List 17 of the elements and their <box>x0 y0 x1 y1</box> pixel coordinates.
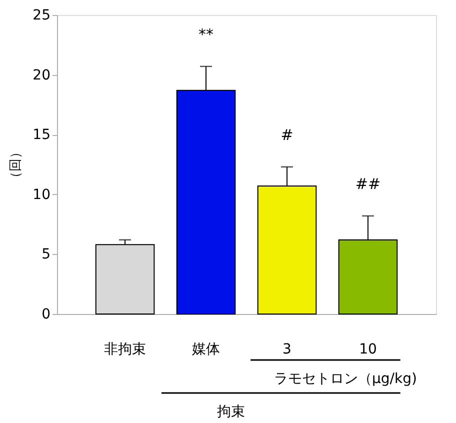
x-tick-label: 媒体 <box>192 342 220 358</box>
y-tick-label: 20 <box>32 67 50 84</box>
y-axis-title: （回） <box>8 146 24 184</box>
annotation: # <box>280 126 294 144</box>
y-tick-label: 5 <box>42 246 50 263</box>
y-tick-label: 0 <box>42 306 50 322</box>
y-tick-label: 15 <box>32 127 50 144</box>
x-tick-label: 10 <box>359 342 377 358</box>
x-tick-label: 3 <box>282 342 292 358</box>
text: 拘束 <box>216 404 245 420</box>
annotation: ** <box>198 25 214 44</box>
annotation: ## <box>355 174 381 193</box>
text: ラモセトロン（μg/kg) <box>274 371 417 387</box>
bar <box>95 244 155 314</box>
x-tick-label: 非拘束 <box>104 342 146 358</box>
y-tick-label: 25 <box>32 8 50 24</box>
y-tick-label: 10 <box>32 186 50 203</box>
